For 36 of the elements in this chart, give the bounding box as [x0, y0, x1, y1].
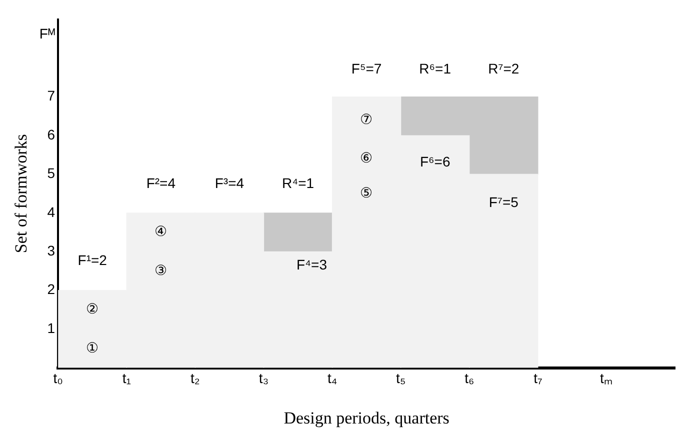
y-tick-label: 7: [47, 88, 56, 104]
annotation: F³=4: [214, 174, 244, 191]
annotation: F²=4: [146, 174, 176, 191]
x-tick-label: t₀: [53, 370, 64, 386]
annotation: ⑤: [360, 184, 374, 200]
annotation: R⁷=2: [488, 60, 520, 77]
y-tick-label: 3: [47, 242, 56, 259]
annotation: F⁵=7: [351, 60, 382, 77]
x-axis-title: Design periods, quarters: [284, 408, 450, 428]
annotation: R⁴=1: [282, 174, 314, 191]
annotation: ⑥: [360, 150, 374, 166]
x-tick-label: t₅: [396, 370, 406, 386]
x-tick-label: tₘ: [600, 370, 613, 386]
annotation: F⁷=5: [488, 194, 519, 210]
y-tick-label: Fᴹ: [39, 26, 56, 42]
annotation: F⁶=6: [420, 153, 450, 170]
x-tick-label: t₄: [327, 370, 338, 386]
annotation: ③: [154, 262, 168, 278]
annotation: ⑦: [360, 110, 374, 127]
annotation: ④: [154, 223, 168, 240]
y-tick-label: 6: [47, 126, 56, 142]
x-tick-label: t₂: [190, 370, 200, 386]
x-tick-label: t₆: [464, 370, 474, 386]
annotation: R⁶=1: [419, 60, 452, 77]
y-tick-label: 2: [47, 281, 56, 298]
annotation: F¹=2: [78, 252, 108, 268]
annotation: ①: [86, 339, 99, 356]
y-tick-label: 1: [47, 320, 56, 336]
y-tick-label: 4: [47, 204, 56, 220]
y-tick-label: 5: [47, 165, 56, 182]
x-tick-label: t₇: [534, 370, 542, 386]
annotation: ②: [86, 300, 99, 317]
x-tick-label: t₁: [122, 370, 132, 386]
y-axis-title: Set of formworks: [12, 134, 31, 254]
x-tick-label: t₃: [258, 370, 269, 386]
annotation: F⁴=3: [296, 256, 328, 273]
